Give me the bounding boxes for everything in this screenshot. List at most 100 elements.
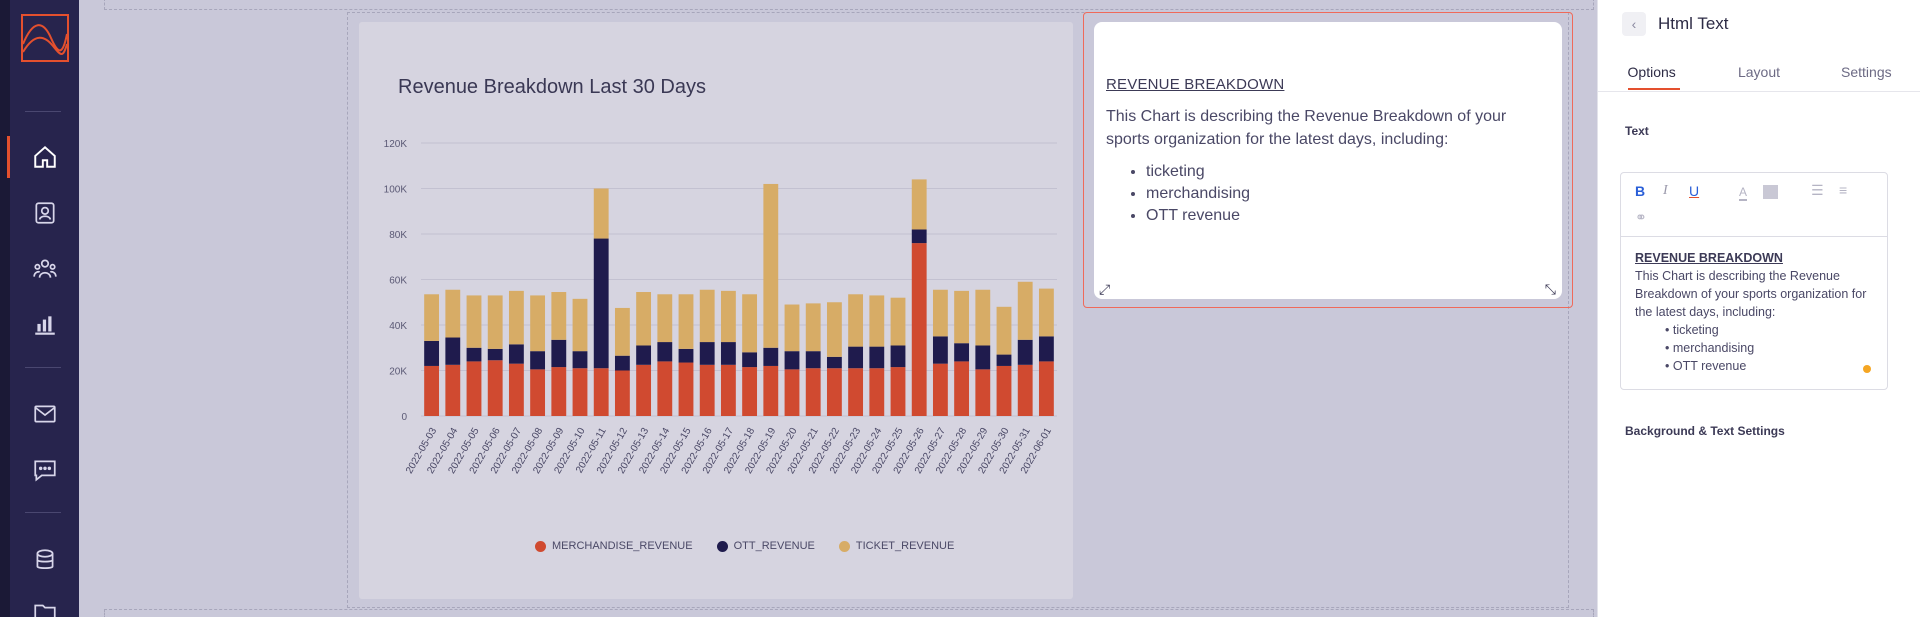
bar-segment [572,368,588,416]
nav-database[interactable] [10,537,79,583]
tab-layout[interactable]: Layout [1737,64,1781,80]
bar-segment [996,306,1012,355]
bar-segment [1038,361,1054,416]
bar-segment [954,343,970,362]
bar-segment [508,344,524,364]
expand-icon[interactable]: ⤢ [1099,281,1111,297]
list-item: merchandising [1665,339,1873,357]
text-section-label: Text [1625,124,1649,138]
bar-segment [869,295,885,347]
nav-folder[interactable] [10,589,79,617]
bar-segment [657,342,673,362]
bar-segment [466,295,482,348]
text-card-paragraph: This Chart is describing the Revenue Bre… [1106,108,1507,148]
bar-segment [445,364,461,416]
y-tick-label: 40K [389,321,407,332]
grid-guide [104,0,1594,10]
bar-segment [784,369,800,416]
bar-segment [763,347,779,366]
nav-divider [25,367,61,368]
bar-segment [636,364,652,416]
bold-icon[interactable]: B [1635,183,1646,199]
bar-segment [742,367,758,416]
bar-segment [932,363,948,416]
bar-segment [954,290,970,344]
list-item: ticketing [1665,321,1873,339]
bar-segment [678,362,694,416]
bar-segment [1017,339,1033,365]
y-tick-label: 20K [389,367,407,378]
bar-segment [826,368,842,416]
legend-item-ott[interactable]: OTT_REVENUE [716,540,815,552]
bar-segment [551,292,567,340]
highlight-icon[interactable] [1763,185,1778,199]
nav-users[interactable] [10,246,79,292]
italic-icon[interactable]: I [1663,183,1668,198]
bar-segment [848,346,864,369]
bar-segment [593,238,609,369]
bar-segment [890,345,906,368]
bar-segment [848,368,864,416]
bar-segment [466,361,482,416]
bar-segment [763,183,779,348]
bar-segment [593,188,609,239]
text-color-icon[interactable]: A [1739,185,1748,201]
background-settings-label[interactable]: Background & Text Settings [1625,424,1785,438]
bar-segment [805,303,821,352]
bullet-list-icon[interactable]: ≡ [1839,182,1848,198]
bar-segment [487,360,503,416]
app-logo-icon[interactable] [21,14,69,62]
bar-segment [890,367,906,416]
legend-item-merchandise[interactable]: MERCHANDISE_REVENUE [535,540,693,552]
editor-heading: REVENUE BREAKDOWN [1635,251,1783,265]
back-button[interactable]: ‹ [1622,12,1646,36]
legend-item-ticket[interactable]: TICKET_REVENUE [838,540,954,552]
nav-reports[interactable] [10,302,79,348]
bar-segment [445,337,461,365]
home-icon [33,145,56,168]
database-icon [36,549,53,569]
bar-segment [445,289,461,338]
list-item: ticketing [1146,161,1550,183]
bar-segment [911,179,927,230]
underline-icon[interactable]: U [1689,183,1700,199]
bar-segment [805,351,821,369]
bar-segment [720,290,736,343]
list-item: OTT revenue [1665,357,1873,375]
nav-divider [25,111,61,112]
bar-segment [911,229,927,244]
tab-settings[interactable]: Settings [1841,64,1892,80]
bar-chart-icon [34,316,55,335]
nav-chat[interactable] [10,447,79,493]
bar-segment [720,364,736,416]
bar-segment [572,351,588,369]
nav-profile[interactable] [10,190,79,236]
bar-segment [975,345,991,370]
bar-segment [742,352,758,368]
editor-content[interactable]: REVENUE BREAKDOWN This Chart is describi… [1621,237,1887,387]
revenue-chart: 020K40K60K80K100K120K2022-05-032022-05-0… [384,139,1057,476]
left-nav [0,0,79,617]
active-tab-indicator [1628,88,1680,90]
legend-label: OTT_REVENUE [733,540,815,552]
link-icon[interactable]: ⚭ [1635,209,1647,225]
ordered-list-icon[interactable]: ☰ [1811,182,1824,198]
bar-segment [551,339,567,368]
bar-segment [1017,364,1033,416]
nav-mail[interactable] [10,391,79,437]
y-tick-label: 60K [389,276,407,287]
editor-list: ticketing merchandising OTT revenue [1635,321,1873,375]
bar-segment [466,347,482,362]
bar-segment [614,307,630,356]
resize-handle-icon[interactable]: ⤡ [1544,281,1556,297]
rich-text-editor[interactable]: B I U A ☰ ≡ ⚭ REVENUE BREAKDOWN This Cha… [1620,172,1888,390]
status-dot [1863,365,1871,373]
tab-options[interactable]: Options [1627,64,1676,80]
grid-guide [104,609,1594,617]
folder-icon [33,604,56,617]
legend-dot [838,540,850,552]
bar-segment [487,348,503,361]
chevron-left-icon: ‹ [1631,16,1637,32]
nav-home[interactable] [7,134,79,180]
html-text-card[interactable]: REVENUE BREAKDOWN This Chart is describi… [1094,22,1562,299]
